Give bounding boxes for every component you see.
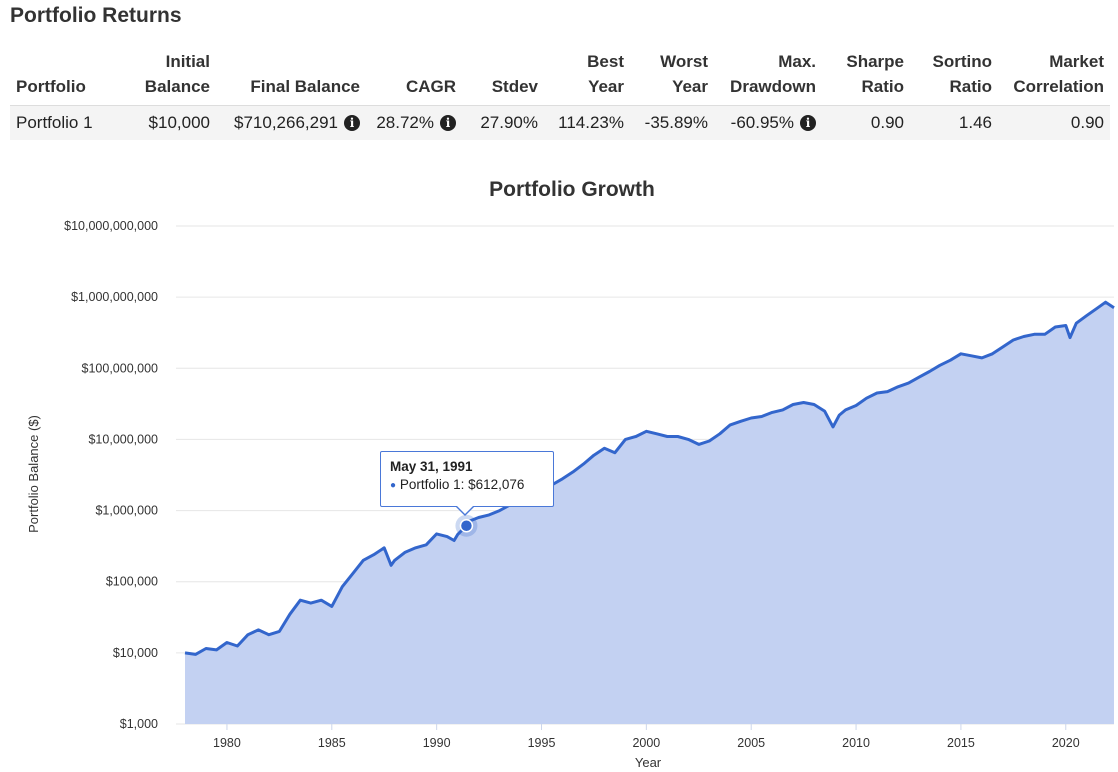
header-final-balance: Final Balance — [216, 46, 366, 106]
chart-tooltip: May 31, 1991 ● Portfolio 1: $612,076 — [380, 451, 554, 507]
header-initial-balance: Initial Balance — [130, 46, 216, 106]
final-balance-value: $710,266,291 — [234, 113, 338, 132]
x-tick-label: 2015 — [947, 736, 975, 750]
series-area-fill — [185, 302, 1114, 724]
table-row: Portfolio 1 $10,000 $710,266,291 i 28.72%… — [10, 105, 1110, 140]
y-axis-label: Portfolio Balance ($) — [26, 415, 41, 533]
portfolio-returns-table: Portfolio Initial Balance Final Balance C… — [10, 46, 1110, 140]
cell-market-correlation: 0.90 — [998, 105, 1110, 140]
section-title: Portfolio Returns — [10, 4, 182, 27]
y-tick-label: $1,000 — [120, 717, 158, 731]
cell-sortino-ratio: 1.46 — [910, 105, 998, 140]
header-market-correlation: Market Correlation — [998, 46, 1110, 106]
max-drawdown-value: -60.95% — [730, 113, 794, 132]
x-tick-label: 1985 — [318, 736, 346, 750]
x-tick-label: 2000 — [632, 736, 660, 750]
tooltip-arrow-inner — [456, 505, 474, 514]
x-axis: 1980 1985 1990 1995 2000 2005 2010 2015 2020 — [213, 724, 1080, 750]
info-circle-icon[interactable]: i — [344, 115, 360, 131]
y-axis: $1,000 $10,000 $100,000 $1,000,000 $10,000,0… — [64, 219, 158, 731]
y-tick-label: $100,000,000 — [82, 361, 159, 375]
y-tick-label: $10,000 — [113, 646, 158, 660]
header-portfolio: Portfolio — [10, 46, 130, 106]
header-best-year: Best Year — [544, 46, 630, 106]
x-tick-label: 2005 — [737, 736, 765, 750]
cell-final-balance: $710,266,291 i — [216, 105, 366, 140]
cell-worst-year: -35.89% — [630, 105, 714, 140]
cell-best-year: 114.23% — [544, 105, 630, 140]
x-axis-label: Year — [635, 755, 662, 770]
x-tick-label: 1990 — [423, 736, 451, 750]
header-sharpe-ratio: Sharpe Ratio — [822, 46, 910, 106]
cell-max-drawdown: -60.95% i — [714, 105, 822, 140]
x-tick-label: 2010 — [842, 736, 870, 750]
info-circle-icon[interactable]: i — [440, 115, 456, 131]
highlight-point[interactable] — [459, 518, 474, 533]
tooltip-series: Portfolio 1 — [399, 477, 461, 492]
cell-initial-balance: $10,000 — [130, 105, 216, 140]
header-stdev: Stdev — [462, 46, 544, 106]
tooltip-date: May 31, 1991 — [390, 459, 473, 474]
y-tick-label: $10,000,000 — [88, 432, 158, 446]
header-cagr: CAGR — [366, 46, 462, 106]
info-circle-icon[interactable]: i — [800, 115, 816, 131]
y-tick-label: $10,000,000,000 — [64, 219, 158, 233]
y-tick-label: $1,000,000 — [95, 504, 158, 518]
cell-sharpe-ratio: 0.90 — [822, 105, 910, 140]
header-max-drawdown: Max. Drawdown — [714, 46, 822, 106]
x-tick-label: 1995 — [528, 736, 556, 750]
cell-stdev: 27.90% — [462, 105, 544, 140]
header-worst-year: Worst Year — [630, 46, 714, 106]
table-header-row: Portfolio Initial Balance Final Balance C… — [10, 46, 1110, 106]
tooltip-value: $612,076 — [468, 477, 525, 492]
series-line[interactable] — [184, 300, 1115, 656]
header-sortino-ratio: Sortino Ratio — [910, 46, 998, 106]
y-tick-label: $100,000 — [106, 575, 158, 589]
cagr-value: 28.72% — [376, 113, 434, 132]
x-tick-label: 1980 — [213, 736, 241, 750]
tooltip-series-line: ● Portfolio 1: $612,076 — [390, 477, 525, 492]
chart-title: Portfolio Growth — [489, 178, 655, 201]
x-tick-label: 2020 — [1052, 736, 1080, 750]
cell-cagr: 28.72% i — [366, 105, 462, 140]
y-tick-label: $1,000,000,000 — [71, 290, 158, 304]
series-dot-icon: ● — [390, 480, 397, 491]
cell-portfolio: Portfolio 1 — [10, 105, 130, 140]
